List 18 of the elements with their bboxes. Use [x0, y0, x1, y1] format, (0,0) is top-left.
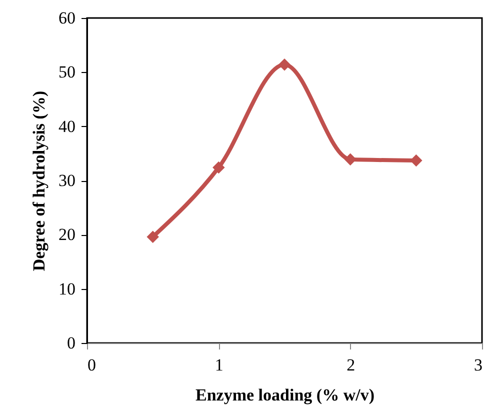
y-tick-label: 0 [67, 334, 76, 352]
y-tick-label: 50 [58, 62, 76, 82]
point [410, 154, 422, 167]
y-tick-label: 40 [58, 116, 76, 136]
x-axis-title: Enzyme loading (% w/v) [196, 386, 374, 404]
point [146, 230, 159, 243]
y-axis-title: Degree of hydrolysis (%) [30, 90, 48, 272]
x-tick-label: 3 [474, 356, 482, 374]
point [212, 161, 225, 174]
x-tick-label: 2 [346, 356, 356, 374]
x-tick-label: 0 [88, 356, 96, 374]
point [344, 153, 356, 166]
y-tick-label: 20 [58, 225, 76, 244]
x-tick-label: 1 [214, 356, 224, 374]
point [278, 58, 291, 71]
y-tick-label: 30 [58, 171, 76, 190]
y-tick-label: 60 [58, 8, 76, 28]
y-tick-label: 10 [58, 279, 76, 298]
